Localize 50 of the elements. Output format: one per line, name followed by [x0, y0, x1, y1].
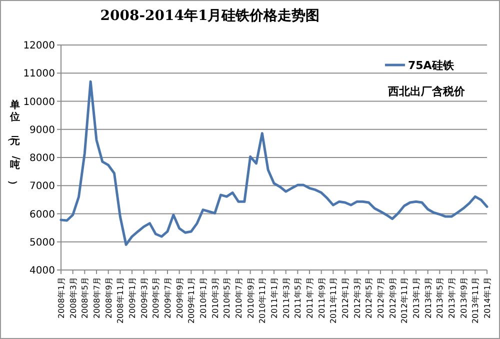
- x-tick-label: 2011年7月: [306, 277, 314, 318]
- x-tick-label: 2011年1月: [270, 277, 279, 318]
- x-tick-label: 2010年9月: [246, 277, 256, 318]
- y-tick-label: 10000: [23, 96, 55, 108]
- x-tick-label: 2008年5月: [80, 277, 90, 318]
- x-tick-label: 2011年5月: [294, 277, 303, 318]
- x-tick-label: 2012年11月: [400, 277, 410, 324]
- x-tick-label: 2008年11月: [116, 277, 126, 324]
- x-tick-label: 2010年11月: [258, 277, 268, 324]
- x-tick-label: 2013年7月: [448, 277, 456, 318]
- y-tick-label: 9000: [30, 124, 55, 136]
- y-tick-label: 11000: [23, 68, 55, 80]
- annotation: 西北出厂含税价: [387, 85, 466, 98]
- x-tick-label: 2008年3月: [68, 277, 78, 318]
- x-tick-label: 2009年5月: [152, 277, 161, 318]
- x-tick-label: 2008年1月: [57, 277, 66, 318]
- x-tick-label: 2013年9月: [459, 277, 468, 318]
- x-tick-label: 2008年9月: [104, 277, 114, 318]
- x-tick-label: 2012年1月: [341, 277, 350, 318]
- x-tick-label: 2013年3月: [424, 277, 433, 318]
- x-tick-label: 2008年7月: [92, 277, 102, 318]
- y-tick-label: 7000: [30, 181, 55, 192]
- x-tick-label: 2012年9月: [388, 277, 398, 318]
- x-tick-label: 2009年3月: [140, 277, 149, 318]
- x-tick-label: 2012年7月: [376, 277, 386, 318]
- x-tick-label: 2013年5月: [436, 277, 445, 318]
- x-tick-label: 2010年3月: [210, 277, 220, 318]
- y-tick-label: 12000: [23, 40, 55, 52]
- chart-title: 2008-2014年1月硅铁价格走势图: [100, 8, 320, 24]
- x-tick-label: 2011年9月: [317, 277, 326, 318]
- legend-label: 75A硅铁: [408, 59, 455, 72]
- x-tick-label: 2014年1月: [483, 277, 492, 318]
- y-tick-label: 5000: [30, 237, 55, 248]
- x-tick-label: 2009年11月: [187, 277, 196, 324]
- line-series: [60, 80, 488, 246]
- x-tick-label: 2009年1月: [128, 277, 137, 318]
- x-tick-label: 2010年5月: [222, 277, 232, 318]
- x-tick-label: 2013年11月: [471, 277, 480, 324]
- x-tick-label: 2012年3月: [352, 277, 362, 318]
- x-tick-label: 2013年1月: [412, 277, 421, 318]
- y-tick-label: 6000: [30, 209, 55, 220]
- x-tick-label: 2009年7月: [164, 277, 172, 318]
- x-tick-label: 2010年7月: [234, 277, 244, 318]
- y-tick-label: 8000: [30, 153, 55, 164]
- x-tick-label: 2010年1月: [199, 277, 208, 318]
- x-tick-label: 2009年9月: [175, 277, 184, 318]
- x-tick-label: 2011年3月: [282, 277, 291, 318]
- y-tick-label: 4000: [30, 266, 55, 276]
- x-tick-label: 2012年5月: [364, 277, 374, 318]
- x-tick-label: 2011年11月: [329, 277, 338, 324]
